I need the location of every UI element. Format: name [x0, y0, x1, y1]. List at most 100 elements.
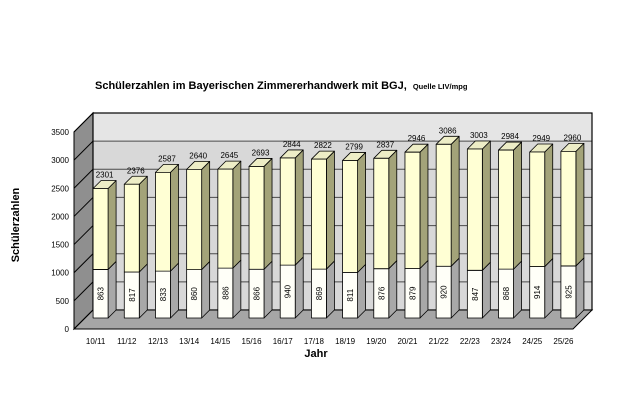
bar-bottom-side: [575, 257, 585, 319]
bar-total-label: 2301: [96, 170, 114, 179]
bar-segment-label: 847: [471, 287, 480, 301]
x-tick-label: 22/23: [460, 337, 481, 346]
y-tick-label: 1000: [51, 269, 69, 278]
x-tick-label: 10/11: [86, 337, 106, 346]
y-tick-line: [73, 168, 94, 189]
bar-total-label: 2587: [158, 154, 176, 163]
bar: 3003 847: [466, 131, 491, 319]
bar-total-label: 2376: [127, 166, 145, 175]
bar-total-label: 3003: [470, 131, 488, 140]
bar-bottom-side: [513, 260, 522, 319]
bar-top-front: [498, 149, 514, 270]
bar-top-front: [217, 168, 234, 269]
bar-top-side: [544, 143, 554, 267]
x-tick-label: 20/21: [397, 337, 418, 346]
y-tick-line: [73, 281, 94, 302]
x-tick-label: 25/26: [553, 337, 574, 346]
bar: 2837 876: [373, 140, 398, 319]
bar-top-front: [529, 151, 546, 267]
bar-bottom-side: [388, 260, 398, 319]
bar-bottom-side: [263, 260, 273, 319]
bar-segment-label: 860: [190, 287, 199, 301]
bar-total-label: 2844: [283, 140, 301, 149]
bar: 2984 868: [498, 132, 522, 319]
y-tick-line: [73, 225, 94, 245]
x-axis-title: Jahr: [304, 348, 328, 360]
bar-total-label: 2693: [252, 148, 270, 157]
bar: 2301 863: [92, 170, 117, 319]
y-tick-label: 500: [56, 297, 70, 306]
bar-segment-label: 833: [159, 287, 168, 301]
y-tick-label: 3000: [51, 156, 69, 165]
x-tick-label: 12/13: [148, 337, 169, 346]
x-tick-label: 15/16: [242, 337, 263, 346]
y-tick-label: 0: [65, 325, 70, 334]
bar-bottom-side: [357, 263, 366, 319]
bar-bottom-side: [107, 261, 117, 319]
chart-title-main: Schülerzahlen im Bayerischen Zimmererhan…: [95, 80, 407, 92]
bar-segment-label: 817: [128, 288, 137, 302]
left-wall: [73, 111, 94, 331]
bar-total-label: 2640: [189, 151, 207, 160]
bar-top-front: [373, 157, 390, 270]
y-tick-line: [73, 309, 94, 330]
bar-top-front: [123, 183, 140, 273]
bar-segment-label: 811: [346, 288, 355, 301]
x-tick-label: 21/22: [429, 337, 450, 346]
bar: 2949 914: [529, 134, 554, 319]
bar-top-side: [294, 149, 304, 266]
bar-top-front: [155, 171, 171, 272]
bar-top-front: [404, 151, 421, 269]
bar: 3086 920: [435, 126, 460, 319]
bar-top-front: [435, 143, 452, 267]
bar-top-side: [232, 160, 242, 269]
bar-segment-label: 940: [284, 284, 293, 298]
x-tick-label: 16/17: [273, 337, 294, 346]
bar-top-side: [138, 175, 148, 273]
bar: 2844 940: [279, 140, 304, 319]
bar-top-side: [388, 149, 398, 270]
bar-bottom-side: [481, 261, 491, 319]
x-tick-label: 11/12: [117, 337, 137, 346]
bar-total-label: 2946: [408, 134, 426, 143]
bar: 2960 925: [560, 133, 585, 319]
bar-top-front: [466, 148, 483, 271]
bar-total-label: 2822: [314, 141, 332, 150]
bar-total-label: 2645: [220, 151, 238, 160]
bar-top-side: [357, 152, 366, 273]
bar-top-front: [311, 158, 327, 270]
bar-top-side: [481, 140, 491, 271]
bar-top-side: [201, 161, 211, 270]
bar-bottom-side: [170, 262, 179, 319]
bar-top-side: [170, 163, 179, 272]
y-tick-label: 1500: [51, 241, 69, 250]
bar-top-side: [263, 158, 273, 270]
bar-bottom-side: [201, 261, 211, 319]
y-tick-line: [73, 253, 94, 274]
bar-segment-label: 920: [440, 285, 449, 299]
x-tick-label: 23/24: [491, 337, 512, 346]
x-tick-label: 24/25: [522, 337, 543, 346]
bar-top-front: [342, 160, 358, 273]
y-tick-label: 2000: [51, 212, 69, 221]
bar-top-front: [279, 157, 296, 266]
bar-top-front: [186, 169, 203, 270]
bar-total-label: 2984: [501, 132, 519, 141]
bar-top-side: [513, 141, 522, 270]
bar: 2946 879: [404, 134, 429, 319]
bar: 2693 866: [248, 148, 273, 319]
bar-total-label: 2960: [564, 133, 582, 142]
bar-top-front: [248, 166, 265, 270]
bar: 2822 869: [311, 141, 335, 319]
bar-segment-label: 863: [97, 286, 106, 300]
bar-segment-label: 925: [564, 285, 573, 299]
bar: 2376 817: [123, 166, 148, 319]
chart-source-note: Quelle LIV/mpg: [412, 82, 468, 91]
bar-bottom-side: [138, 263, 148, 319]
bar-segment-label: 879: [408, 286, 417, 300]
bar-segment-label: 866: [253, 286, 262, 300]
bar: 2587 833: [155, 154, 179, 319]
bar-total-label: 2799: [345, 142, 363, 151]
bar-top-front: [560, 150, 577, 267]
bar-top-side: [450, 135, 460, 267]
